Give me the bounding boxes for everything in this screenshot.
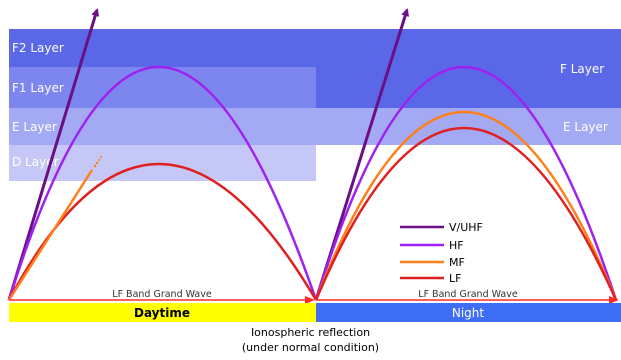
legend-label-lf: LF <box>449 272 461 285</box>
f2-layer-band <box>9 29 316 67</box>
d-layer-label: D Layer <box>12 155 59 169</box>
f2-layer-label: F2 Layer <box>12 41 64 55</box>
daytime-label: Daytime <box>134 306 190 320</box>
caption-line-1: Ionospheric reflection <box>250 326 371 339</box>
hf-path-day <box>7 65 318 301</box>
legend-label-mf: MF <box>449 256 465 269</box>
f-layer-band <box>316 29 621 108</box>
mf-path-night <box>314 110 618 301</box>
mf-fade-dot-1 <box>93 164 97 168</box>
legend-label-hf: HF <box>449 239 464 252</box>
mf-path-day <box>7 169 94 301</box>
vuhf-ray-day <box>7 8 100 301</box>
caption-line-2: (under normal condition) <box>241 341 380 354</box>
lf-path-night <box>314 127 618 301</box>
night-band <box>316 303 621 322</box>
f1-layer-band <box>9 67 316 108</box>
caption: Ionospheric reflection (under normal con… <box>0 325 621 355</box>
ground-wave-label-day: LF Band Grand Wave <box>112 289 212 300</box>
ground-wave-label-night: LF Band Grand Wave <box>418 289 518 300</box>
mf-fade-dot-3 <box>97 158 101 162</box>
night-label: Night <box>452 306 485 320</box>
mf-fade-dot-2 <box>95 161 99 165</box>
daytime-band <box>9 303 316 322</box>
e-layer-label-day: E Layer <box>12 120 57 134</box>
legend: V/UHF HF MF LF <box>400 221 483 285</box>
f-layer-label: F Layer <box>560 62 604 76</box>
hf-path-night <box>314 65 618 301</box>
e-layer-label-night: E Layer <box>563 120 608 134</box>
mf-fade-dot-4 <box>100 156 102 158</box>
legend-label-vuhf: V/UHF <box>449 221 483 234</box>
f1-layer-label: F1 Layer <box>12 81 64 95</box>
